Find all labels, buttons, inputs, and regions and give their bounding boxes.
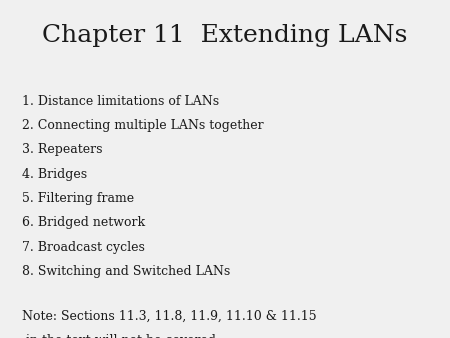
Text: 8. Switching and Switched LANs: 8. Switching and Switched LANs [22, 265, 231, 278]
Text: Note: Sections 11.3, 11.8, 11.9, 11.10 & 11.15: Note: Sections 11.3, 11.8, 11.9, 11.10 &… [22, 310, 317, 322]
Text: 5. Filtering frame: 5. Filtering frame [22, 192, 135, 205]
Text: in the text will not be covered: in the text will not be covered [22, 334, 216, 338]
Text: 4. Bridges: 4. Bridges [22, 168, 88, 180]
Text: Chapter 11  Extending LANs: Chapter 11 Extending LANs [42, 24, 408, 47]
Text: 2. Connecting multiple LANs together: 2. Connecting multiple LANs together [22, 119, 264, 132]
Text: 1. Distance limitations of LANs: 1. Distance limitations of LANs [22, 95, 220, 107]
Text: 3. Repeaters: 3. Repeaters [22, 143, 103, 156]
Text: 7. Broadcast cycles: 7. Broadcast cycles [22, 241, 145, 254]
Text: 6. Bridged network: 6. Bridged network [22, 216, 146, 229]
